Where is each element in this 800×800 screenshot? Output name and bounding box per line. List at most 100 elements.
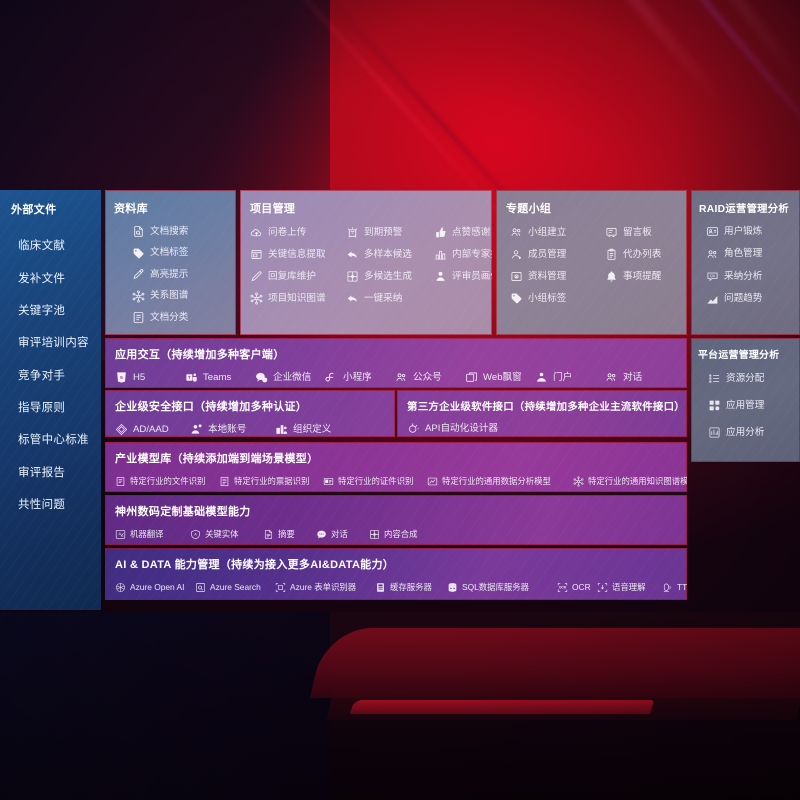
ai-item-tts[interactable]: TTS [662,582,687,593]
interaction-item-miniprogram[interactable]: 小程序 [325,371,395,384]
project-item-label: 一键采纳 [364,292,403,304]
security-item-org-definition[interactable]: 组织定义 [275,423,395,436]
library-item-highlight[interactable]: 高亮提示 [132,268,236,281]
industry-item-knowledge-graph-model[interactable]: 特定行业的通用知识图谱模型 [573,476,687,487]
role-icon [706,248,719,261]
security-panel: 企业级安全接口（持续增加多种认证） AD/AAD 本地账号 组织定义 [105,390,395,437]
interaction-item-label: 公众号 [413,371,442,383]
security-item-local-account[interactable]: 本地账号 [190,423,275,436]
team-item-reminder[interactable]: 事项提醒 [605,270,687,283]
raid-item-adoption-analysis[interactable]: QA 采纳分析 [706,270,800,283]
library-item-relation-graph[interactable]: 关系图谱 [132,290,236,303]
raid-item-issue-trend[interactable]: 问题趋势 [706,293,800,306]
base-item-key-entity[interactable]: A 关键实体 [190,529,263,540]
interaction-item-label: 门户 [553,371,573,383]
project-item-questionnaire-upload[interactable]: 问卷上传 [250,226,346,239]
project-item-key-info-extract[interactable]: 关键信息提取 [250,248,346,261]
industry-item-label: 特定行业的通用知识图谱模型 [588,476,687,487]
search-doc-icon [195,582,206,593]
third-party-panel: 第三方企业级软件接口（持续增加多种企业主流软件接口） API自动化设计器 [397,390,687,437]
ai-item-form-recognizer[interactable]: Azure 表单识别器 [275,582,375,593]
archive-icon [510,270,523,283]
security-items: AD/AAD 本地账号 组织定义 [115,423,395,436]
team-item-label: 资料管理 [528,270,567,282]
industry-item-id-recognition[interactable]: 特定行业的证件识别 [323,476,427,487]
base-item-summary[interactable]: 摘要 [263,529,316,540]
sidebar-item-keyword-pool[interactable]: 关键字池 [18,304,66,317]
project-item-expiry-alert[interactable]: 到期预警 [346,226,434,239]
sidebar-item-standards-center[interactable]: 标管中心标准 [18,434,89,447]
sidebar-item-clinical-literature[interactable]: 临床文献 [18,240,66,253]
ai-item-cache-server[interactable]: 缓存服务器 [375,582,447,593]
team-item-label: 留言板 [623,226,652,238]
industry-item-file-recognition[interactable]: 特定行业的文件识别 [115,476,219,487]
sidebar-item-review-report[interactable]: 审评报告 [18,466,66,479]
interaction-item-teams[interactable]: T Teams [185,371,255,384]
project-item-label: 回复库维护 [268,270,316,282]
industry-model-panel: 产业模型库（持续添加端到端场景模型） 特定行业的文件识别 特定行业的票据识别 特… [105,442,687,492]
interaction-item-h5[interactable]: 5 H5 [115,371,185,384]
interaction-item-portal[interactable]: 门户 [535,371,605,384]
project-item-multi-sample-candidates[interactable]: 多样本候选 [346,248,434,261]
ai-item-azure-search[interactable]: Azure Search [195,582,275,593]
sidebar-item-guidelines[interactable]: 指导原则 [18,402,66,415]
third-party-item-api-designer[interactable]: API自动化设计器 [407,422,687,435]
ai-item-label: Azure Search [210,582,261,593]
team-item-material-management[interactable]: 资料管理 [510,270,605,283]
sidebar-item-review-training[interactable]: 审评培训内容 [18,337,89,350]
library-item-document-search[interactable]: 文档搜索 [132,225,236,238]
raid-item-role-management[interactable]: 角色管理 [706,248,800,261]
wecom-icon [255,371,268,384]
platform-panel: 平台运营管理分析 资源分配 应用管理 应用分析 [691,338,800,462]
team-item-group-tag[interactable]: 小组标签 [510,292,605,305]
base-item-machine-translation[interactable]: A 机器翻译 [115,529,190,540]
project-item-knowledge-graph[interactable]: 项目知识图谱 [250,292,346,305]
svg-text:T: T [188,375,191,380]
interaction-item-label: Teams [203,371,232,383]
base-item-label: 关键实体 [205,529,239,540]
industry-item-data-analysis-model[interactable]: 特定行业的通用数据分析模型 [427,476,573,487]
project-item-expert-ranking[interactable]: 内部专家排名 [434,248,492,261]
project-item-multi-candidate-generate[interactable]: 多候选生成 [346,270,434,283]
interaction-item-web-float[interactable]: Web飘窗 [465,371,535,384]
platform-item-label: 应用管理 [726,399,765,411]
interaction-item-dialog[interactable]: 对话 [605,371,675,384]
sidebar-item-common-issues[interactable]: 共性问题 [18,499,66,512]
ranking-icon [434,248,447,261]
ai-item-label: SQL数据库服务器 [462,582,530,593]
team-item-group-create[interactable]: 小组建立 [510,226,605,239]
extract-icon [250,248,263,261]
raid-item-user-training[interactable]: 用户锻炼 [706,225,800,238]
security-item-ad-aad[interactable]: AD/AAD [115,423,190,436]
library-item-document-tag[interactable]: 文档标签 [132,247,236,260]
base-item-dialog[interactable]: 对话 [316,529,369,540]
project-item-thanks[interactable]: 点赞感谢 [434,226,492,239]
base-item-label: 内容合成 [384,529,418,540]
project-item-reply-library[interactable]: 回复库维护 [250,270,346,283]
team-item-member-management[interactable]: 成员管理 [510,248,605,261]
platform-item-resource-allocation[interactable]: 资源分配 [708,372,800,385]
sidebar-item-supplement-files[interactable]: 发补文件 [18,272,66,285]
library-title: 资料库 [114,203,148,215]
tag-icon [132,247,145,260]
background-shape-highlight [349,700,655,714]
ai-item-azure-open-ai[interactable]: Azure Open AI [115,582,195,593]
ai-item-ocr[interactable]: OCR OCR [557,582,597,593]
sidebar-item-competitors[interactable]: 竞争对手 [18,369,66,382]
library-item-document-classify[interactable]: 文档分类 [132,311,236,324]
team-item-message-board[interactable]: 留言板 [605,226,687,239]
platform-item-app-management[interactable]: 应用管理 [708,399,800,412]
interaction-item-label: H5 [133,371,146,383]
ai-item-sql-server[interactable]: SQL数据库服务器 [447,582,557,593]
platform-item-app-analysis[interactable]: 应用分析 [708,426,800,439]
interaction-item-wecom[interactable]: 企业微信 [255,371,325,384]
project-item-reviewer-profile[interactable]: 评审员画像 [434,270,492,283]
base-item-content-synthesis[interactable]: 内容合成 [369,529,687,540]
team-item-todo-list[interactable]: 代办列表 [605,248,687,261]
project-item-one-click-adopt[interactable]: 一键采纳 [346,292,434,305]
interaction-item-official-account[interactable]: 公众号 [395,371,465,384]
industry-item-invoice-recognition[interactable]: 特定行业的票据识别 [219,476,323,487]
interaction-title: 应用交互（持续增加多种客户端） [115,349,285,361]
ai-item-speech-understanding[interactable]: 语音理解 [597,582,662,593]
person-portrait-icon [434,270,447,283]
